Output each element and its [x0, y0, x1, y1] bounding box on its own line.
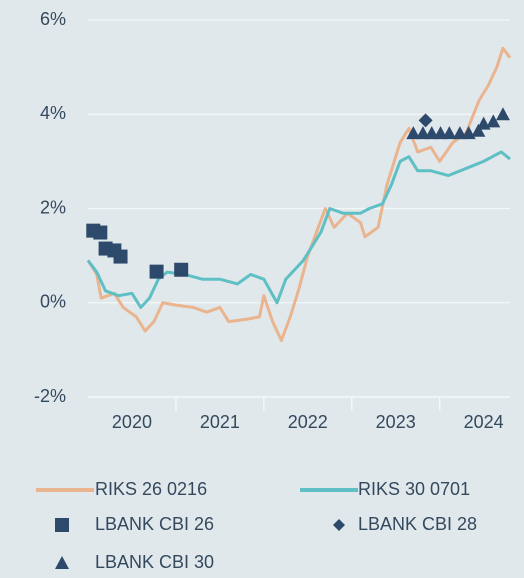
line: [86, 150, 511, 309]
triangle-marker: [495, 107, 510, 121]
line: [86, 46, 512, 342]
triangle-marker: [476, 116, 491, 130]
triangle-marker: [415, 126, 430, 140]
triangle-marker: [433, 126, 448, 140]
x-tick-label: 2022: [288, 412, 328, 432]
legend-label: LBANK CBI 26: [95, 514, 214, 534]
square-marker: [174, 262, 189, 277]
y-tick-label: -2%: [34, 386, 66, 406]
diamond-marker: [418, 113, 433, 128]
legend-marker: [55, 518, 69, 532]
triangle-marker: [424, 126, 439, 140]
triangle-marker: [452, 126, 467, 140]
legend-label: RIKS 30 0701: [358, 479, 470, 499]
legend-label: LBANK CBI 28: [358, 514, 477, 534]
y-tick-label: 4%: [40, 103, 66, 123]
legend-marker: [55, 556, 69, 569]
square-marker: [93, 225, 108, 240]
y-tick-label: 2%: [40, 197, 66, 217]
legend-marker: [333, 519, 345, 531]
triangle-marker: [406, 126, 421, 140]
triangle-marker: [442, 126, 457, 140]
triangle-marker: [461, 126, 476, 140]
legend-label: RIKS 26 0216: [95, 479, 207, 499]
square-marker: [149, 264, 164, 279]
x-tick-label: 2020: [112, 412, 152, 432]
x-tick-label: 2024: [464, 412, 504, 432]
triangle-marker: [486, 114, 501, 128]
triangle-marker: [471, 123, 486, 137]
y-tick-label: 6%: [40, 9, 66, 29]
legend-label: LBANK CBI 30: [95, 552, 214, 572]
x-tick-label: 2023: [376, 412, 416, 432]
y-tick-label: 0%: [40, 292, 66, 312]
square-marker: [113, 249, 128, 264]
x-tick-label: 2021: [200, 412, 240, 432]
